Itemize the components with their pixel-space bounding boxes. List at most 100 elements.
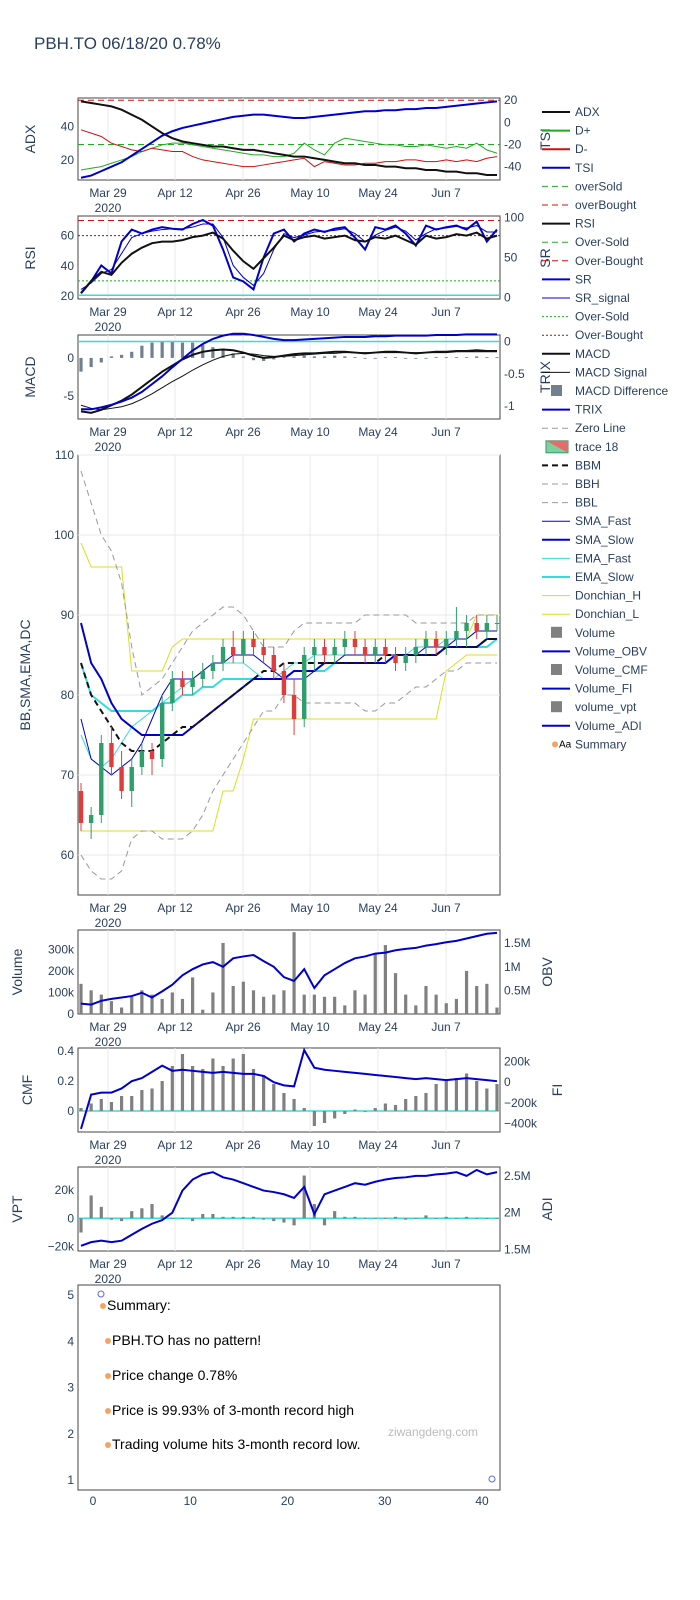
macd-diff-bar <box>180 342 185 358</box>
legend-item: MACD Signal <box>542 365 647 379</box>
legend-item: volume_vpt <box>551 700 637 714</box>
x-tick-label: May 24 <box>358 1138 398 1152</box>
candle-body <box>444 639 449 647</box>
vpt-bar <box>353 1216 357 1219</box>
legend-swatch <box>546 440 568 453</box>
y-tick-label: 4 <box>67 1334 74 1348</box>
x-tick-label: Jun 7 <box>431 1257 461 1271</box>
volume-bar <box>150 994 154 1014</box>
candle-body <box>403 655 408 663</box>
cmf-bar <box>444 1081 448 1111</box>
y-tick-label: 5 <box>67 1288 74 1302</box>
y-tick-label: 100 <box>54 528 74 542</box>
legend-label: SMA_Fast <box>575 514 632 528</box>
volume-bar <box>109 1001 114 1014</box>
vpt-bar <box>211 1213 215 1219</box>
y-tick-label: 2 <box>67 1427 74 1441</box>
x-tick-label: 10 <box>184 1494 198 1508</box>
x-tick-label: Mar 29 <box>89 305 127 319</box>
candle-body <box>291 695 297 719</box>
vpt-bar <box>170 1218 174 1220</box>
cmf-bar <box>322 1111 327 1123</box>
plot-frame <box>77 334 501 420</box>
legend-item: RSI <box>542 217 595 231</box>
y-axis-title: VPT <box>9 1195 25 1223</box>
volume-bar <box>292 932 296 1014</box>
legend-item: SMA_Slow <box>542 533 634 547</box>
x-tick-label: Mar 29 <box>89 425 127 439</box>
cmf-bar <box>79 1108 83 1111</box>
y2-tick-label: −200k <box>504 1096 538 1110</box>
volume-bar <box>211 992 215 1014</box>
y2-axis-title: TRIX <box>537 360 553 393</box>
volume-bar <box>373 953 377 1014</box>
series-fi <box>80 1047 498 1130</box>
candle-body <box>271 655 276 671</box>
candle-body <box>170 679 175 703</box>
macd-diff-bar <box>282 357 286 358</box>
volume-bar <box>475 986 479 1014</box>
volume-bar <box>231 986 235 1014</box>
cmf-bar <box>140 1090 144 1111</box>
vpt-bar <box>322 1218 327 1226</box>
macd-diff-bar <box>241 356 245 358</box>
y2-tick-label: −400k <box>504 1117 538 1131</box>
x-tick-label: Apr 12 <box>157 901 193 915</box>
volume-bar <box>180 998 185 1014</box>
x-tick-label: May 10 <box>290 425 330 439</box>
macd-diff-bar <box>262 357 266 361</box>
x-tick-label: Apr 12 <box>157 425 193 439</box>
macd-diff-bar <box>89 357 93 368</box>
macd-diff-bar <box>99 357 103 363</box>
candle-body <box>494 623 500 624</box>
x-tick-label: Jun 7 <box>431 1138 461 1152</box>
cmf-bar <box>292 1099 296 1111</box>
candle-body <box>220 647 226 663</box>
vpt-bar <box>393 1216 398 1219</box>
x-tick-label: Mar 29 <box>89 1138 127 1152</box>
volume-bar <box>251 990 256 1014</box>
x-tick-label: Apr 12 <box>157 1020 193 1034</box>
macd-diff-bar <box>150 342 154 358</box>
x-tick-label: May 10 <box>290 305 330 319</box>
legend-label: TSI <box>575 161 594 175</box>
volume-bar <box>383 945 387 1014</box>
legend-item: BBH <box>542 477 600 491</box>
candle-body <box>413 647 419 655</box>
legend-label: overSold <box>575 179 622 193</box>
y-tick-label: 0.2 <box>57 1074 74 1088</box>
vpt-bar <box>231 1216 235 1219</box>
macd-diff-bar <box>353 357 357 358</box>
legend-swatch <box>551 626 562 638</box>
legend-label: SR_signal <box>575 291 630 305</box>
price-panel: Mar 29 Apr 12 Apr 26 May 10 May 24 Jun 7 2020 6… <box>17 448 501 930</box>
candle-body <box>139 751 145 767</box>
cmf-bar <box>302 1108 306 1111</box>
summary-marker <box>105 1408 111 1414</box>
legend-label: Over-Bought <box>575 254 644 268</box>
x-tick-label: Apr 26 <box>225 1020 261 1034</box>
legend-item: TSI <box>542 161 594 175</box>
volume-bar <box>343 1005 347 1014</box>
macd-diff-bar <box>333 355 337 358</box>
candle-body <box>230 647 236 655</box>
x-tick-label: Jun 7 <box>431 1020 461 1034</box>
summary-line: Trading volume hits 3-month record low. <box>112 1436 360 1452</box>
vpt-bar <box>272 1218 276 1222</box>
cmf-bar <box>191 1066 195 1111</box>
y-tick-label: 70 <box>61 768 75 782</box>
y-tick-label: 90 <box>61 608 75 622</box>
candle-body <box>241 639 246 655</box>
series-macd <box>80 348 497 414</box>
legend-item: EMA_Fast <box>542 551 632 565</box>
candle-body <box>383 647 388 655</box>
summary-marker <box>105 1373 111 1379</box>
vpt-bar <box>140 1208 144 1219</box>
cmf-bar <box>170 1066 174 1111</box>
y2-axis-title: OBV <box>539 957 555 987</box>
y2-tick-label: 200k <box>504 1054 531 1068</box>
x-year-label: 2020 <box>95 320 122 334</box>
cmf-bar <box>231 1058 235 1111</box>
macd-diff-bar <box>140 345 144 358</box>
cmf-bar <box>150 1088 154 1111</box>
